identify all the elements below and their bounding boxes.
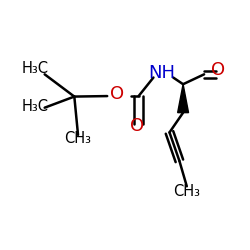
Text: O: O (212, 61, 226, 79)
Polygon shape (178, 84, 188, 113)
Text: O: O (110, 85, 124, 103)
Text: H₃C: H₃C (22, 99, 49, 114)
Text: O: O (130, 117, 144, 135)
Text: H₃C: H₃C (22, 61, 49, 76)
Text: NH: NH (148, 64, 175, 82)
Text: CH₃: CH₃ (64, 131, 92, 146)
Text: CH₃: CH₃ (173, 184, 200, 199)
